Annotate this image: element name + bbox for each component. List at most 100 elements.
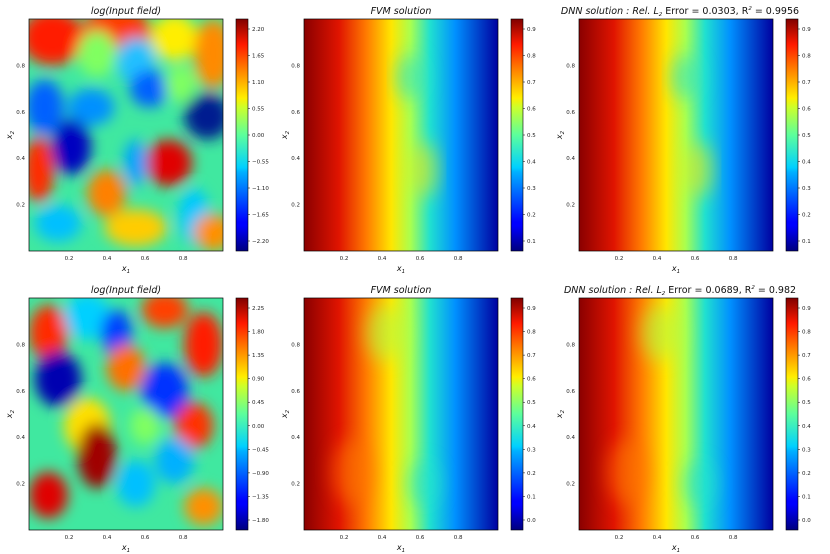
colorbar-tick-label: −2.20 bbox=[252, 239, 269, 245]
panel-title: FVM solution bbox=[371, 6, 432, 17]
x-tick-label: 0.6 bbox=[691, 256, 700, 262]
x-axis-label-main: x bbox=[121, 264, 127, 273]
x-tick-label: 0.4 bbox=[653, 256, 662, 262]
axes-frame bbox=[28, 297, 224, 531]
y-axis-label: x2 bbox=[5, 130, 16, 140]
x-tick-label: 0.2 bbox=[615, 256, 624, 262]
x-axis-label: x1 bbox=[121, 264, 130, 275]
y-axis-label: x2 bbox=[280, 409, 291, 419]
title-sub: 2 bbox=[662, 291, 666, 297]
y-tick-label: 0.6 bbox=[291, 110, 300, 116]
panel-title: FVM solution bbox=[371, 285, 432, 296]
colorbar-tick-label: 0.0 bbox=[527, 518, 536, 524]
colorbar-tick-label: 0.1 bbox=[802, 239, 811, 245]
y-tick-label: 0.8 bbox=[566, 63, 575, 69]
title-sup: 2 bbox=[748, 6, 752, 12]
colorbar-tick-label: 0.9 bbox=[802, 306, 811, 312]
panel-2: FVM solution 0.2 0.4 0.6 0.8 0.8 0.6 0.4 0.2 x1 x2… bbox=[280, 6, 536, 275]
y-axis-label-sub: 2 bbox=[10, 130, 16, 134]
title-prefix: DNN solution : Rel. L bbox=[561, 6, 659, 17]
x-tick-label: 0.8 bbox=[729, 535, 738, 541]
y-axis-label-main: x bbox=[280, 413, 289, 419]
x-axis-label: x1 bbox=[396, 543, 405, 554]
y-tick-label: 0.8 bbox=[291, 63, 300, 69]
y-axis-label-sub: 2 bbox=[285, 409, 291, 413]
colorbar-tick-label: 0.4 bbox=[802, 160, 811, 166]
y-tick-label: 0.4 bbox=[16, 156, 25, 162]
colorbar-tick-label: 0.45 bbox=[252, 400, 265, 406]
x-axis-label-main: x bbox=[671, 264, 677, 273]
colorbar-tick-label: −1.35 bbox=[252, 494, 269, 500]
colorbar-tick-label: 0.5 bbox=[527, 400, 536, 406]
colorbar-tick-label: 0.00 bbox=[252, 133, 265, 139]
heatmap-area bbox=[29, 298, 223, 530]
x-axis-label-sub: 1 bbox=[677, 269, 681, 275]
x-axis-label: x1 bbox=[121, 543, 130, 554]
y-axis-label-sub: 2 bbox=[560, 409, 566, 413]
y-axis-label-main: x bbox=[280, 134, 289, 140]
y-tick-label: 0.8 bbox=[566, 342, 575, 348]
colorbar-tick-label: 1.80 bbox=[252, 330, 265, 336]
x-tick-label: 0.2 bbox=[65, 535, 74, 541]
y-axis-label: x2 bbox=[555, 409, 566, 419]
y-axis-label: x2 bbox=[5, 409, 16, 419]
x-tick-label: 0.2 bbox=[340, 256, 349, 262]
title-suffix: = 0.982 bbox=[755, 285, 796, 296]
title-sub: 2 bbox=[659, 12, 663, 18]
colorbar-tick-label: 0.6 bbox=[527, 107, 536, 113]
y-tick-label: 0.6 bbox=[16, 110, 25, 116]
y-axis-label-main: x bbox=[5, 413, 14, 419]
colorbar: 0.9 0.8 0.7 0.6 0.5 0.4 0.3 0.2 0.1 bbox=[785, 18, 811, 252]
title-mid: Error = 0.0303, R bbox=[662, 6, 748, 17]
y-axis-label-sub: 2 bbox=[285, 130, 291, 134]
x-tick-label: 0.4 bbox=[103, 256, 112, 262]
colorbar-tick-label: 0.2 bbox=[802, 471, 811, 477]
colorbar-tick-label: 0.4 bbox=[527, 424, 536, 430]
colorbar-gradient bbox=[235, 18, 249, 252]
colorbar-tick-label: 0.6 bbox=[802, 377, 811, 383]
colorbar-tick-label: 0.9 bbox=[527, 27, 536, 33]
y-tick-label: 0.4 bbox=[291, 156, 300, 162]
y-tick-label: 0.8 bbox=[16, 63, 25, 69]
x-tick-label: 0.8 bbox=[454, 256, 463, 262]
y-tick-label: 0.6 bbox=[16, 389, 25, 395]
heatmap-area bbox=[579, 19, 773, 251]
x-tick-label: 0.2 bbox=[65, 256, 74, 262]
x-tick-label: 0.4 bbox=[378, 256, 387, 262]
y-tick-label: 0.6 bbox=[566, 389, 575, 395]
x-tick-label: 0.8 bbox=[729, 256, 738, 262]
x-tick-label: 0.4 bbox=[378, 535, 387, 541]
colorbar-tick-label: −1.65 bbox=[252, 213, 269, 219]
x-tick-label: 0.6 bbox=[141, 256, 150, 262]
colorbar-tick-label: 0.3 bbox=[527, 186, 536, 192]
y-axis-label: x2 bbox=[280, 130, 291, 140]
y-tick-label: 0.2 bbox=[566, 203, 575, 209]
y-tick-label: 0.2 bbox=[291, 203, 300, 209]
y-tick-label: 0.6 bbox=[566, 110, 575, 116]
colorbar-tick-label: 0.7 bbox=[802, 353, 811, 359]
colorbar-tick-label: 0.8 bbox=[527, 330, 536, 336]
colorbar-tick-label: 0.1 bbox=[802, 494, 811, 500]
panel-title: log(Input field) bbox=[91, 285, 161, 296]
colorbar-tick-label: 0.9 bbox=[802, 27, 811, 33]
heatmap-area bbox=[29, 19, 223, 251]
colorbar: 0.9 0.8 0.7 0.6 0.5 0.4 0.3 0.2 0.1 0.0 bbox=[510, 297, 536, 531]
x-axis-label-main: x bbox=[396, 543, 402, 552]
colorbar-tick-label: 0.0 bbox=[802, 518, 811, 524]
y-tick-label: 0.2 bbox=[16, 203, 25, 209]
colorbar-tick-label: 0.2 bbox=[527, 471, 536, 477]
colorbar-tick-label: 0.1 bbox=[527, 494, 536, 500]
x-tick-label: 0.6 bbox=[141, 535, 150, 541]
y-tick-label: 0.6 bbox=[291, 389, 300, 395]
x-axis-label: x1 bbox=[396, 264, 405, 275]
axes-frame bbox=[578, 297, 774, 531]
colorbar: 2.25 1.80 1.35 0.90 0.45 0.00 −0.45 −0.90 −1.35 −… bbox=[235, 297, 269, 531]
y-tick-label: 0.4 bbox=[566, 156, 575, 162]
axes-frame bbox=[28, 18, 224, 252]
axes-frame bbox=[578, 18, 774, 252]
colorbar-tick-label: 0.3 bbox=[802, 186, 811, 192]
y-tick-label: 0.2 bbox=[291, 482, 300, 488]
panel-3: DNN solution : Rel. L2 Error = 0.0303, R… bbox=[555, 6, 811, 275]
x-axis-label-main: x bbox=[121, 543, 127, 552]
